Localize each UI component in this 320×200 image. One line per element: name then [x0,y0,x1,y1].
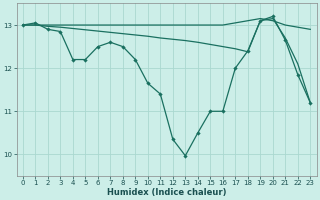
X-axis label: Humidex (Indice chaleur): Humidex (Indice chaleur) [107,188,226,197]
